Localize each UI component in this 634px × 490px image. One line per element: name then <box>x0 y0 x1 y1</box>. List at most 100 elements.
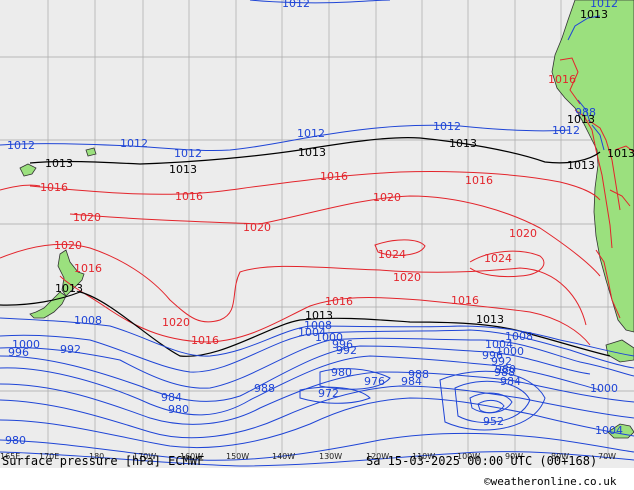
isobar-labels-red: 1016 1016 1016 1016 1016 1020 1020 1020 … <box>40 73 576 347</box>
isobar-label: 1008 <box>505 330 533 343</box>
longitude-label: 110W <box>412 452 435 461</box>
isobar-label: 1012 <box>590 0 618 10</box>
isobar-label: 984 <box>161 391 182 404</box>
isobar-label: 1013 <box>476 313 504 326</box>
isobar-label: 1016 <box>320 170 348 183</box>
isobar-label: 1004 <box>595 424 623 437</box>
isobars-1013 <box>0 137 611 357</box>
isobar-label: 1016 <box>325 295 353 308</box>
valid-time: Sa 15-03-2025 00:00 UTC (00+168) <box>366 454 597 468</box>
fiji-land <box>85 147 97 157</box>
isobar-label: 1004 <box>298 326 326 339</box>
isobar-1024-left <box>374 239 426 256</box>
isobar-label: 1012 <box>552 124 580 137</box>
isobar-992 <box>0 355 601 416</box>
isobar-label: 1013 <box>169 163 197 176</box>
map-title: Surface pressure [hPa] ECMWF <box>2 454 204 468</box>
isobar-label: 1016 <box>465 174 493 187</box>
isobar-low-center-3 <box>454 380 531 423</box>
isobar-label: 1008 <box>74 314 102 327</box>
longitude-label: 120W <box>366 452 389 461</box>
isobar-label: 1020 <box>509 227 537 240</box>
isobar-labels-1013: 1013 1013 1013 1013 1013 1013 1013 1013 … <box>45 8 634 326</box>
isobar-label: 1012 <box>174 147 202 160</box>
isobar-976 <box>319 368 391 390</box>
isobar-1016-north <box>29 170 601 201</box>
isobar-label: 1013 <box>567 159 595 172</box>
longitude-label: 100W <box>457 452 480 461</box>
new-zealand-south-island-land <box>29 291 67 319</box>
isobar-label: 1016 <box>74 262 102 275</box>
isobar-label: 1013 <box>298 146 326 159</box>
longitude-label: 170E <box>39 452 59 461</box>
longitude-axis: 165E 170E 180 170W 160W 150W 140W 130W 1… <box>0 452 616 461</box>
isobar-1020-inner <box>0 243 587 326</box>
isobar-label: 1024 <box>378 248 406 261</box>
isobar-label: 1020 <box>393 271 421 284</box>
isobar-label: 1013 <box>55 282 83 295</box>
isobar-labels-blue: 1012 1012 1012 1012 1012 1012 1012 1012 … <box>5 0 623 447</box>
isobar-label: 1016 <box>175 190 203 203</box>
isobar-1012-top <box>249 0 391 4</box>
isobar-label: 1016 <box>548 73 576 86</box>
isobar-label: 1013 <box>567 113 595 126</box>
isobar-label: 1016 <box>191 334 219 347</box>
isobar-low-south-2 <box>0 451 634 467</box>
isobar-label: 1000 <box>496 345 524 358</box>
isobar-label: 1013 <box>607 147 634 160</box>
isobar-label: 1004 <box>485 338 513 351</box>
new-zealand-north-island-land <box>57 249 85 297</box>
isobar-label: 1000 <box>12 338 40 351</box>
longitude-label: 130W <box>319 452 342 461</box>
isobar-984 <box>0 385 634 439</box>
isobar-1024-right <box>469 250 545 278</box>
isobar-1020-north <box>69 195 601 277</box>
isobar-1013-north <box>29 137 601 165</box>
longitude-label: 165E <box>0 452 20 461</box>
isobar-label: 1013 <box>580 8 608 21</box>
longitude-label: 80W <box>551 452 569 461</box>
south-america-land <box>551 0 634 333</box>
graticule <box>0 0 634 455</box>
isobar-label: 1000 <box>315 331 343 344</box>
isobar-label: 980 <box>5 434 26 447</box>
isobar-1013-south <box>0 291 611 357</box>
isobar-label: 976 <box>364 375 385 388</box>
isobar-996 <box>0 345 591 402</box>
ocean-background <box>0 0 634 468</box>
isobar-label: 996 <box>332 338 353 351</box>
isobar-label: 988 <box>254 382 275 395</box>
longitude-label: 160W <box>180 452 203 461</box>
isobar-label: 992 <box>60 343 81 356</box>
isobar-label: 1020 <box>54 239 82 252</box>
isobar-label: 1012 <box>433 120 461 133</box>
isobar-label: 1020 <box>73 211 101 224</box>
isobar-label: 992 <box>491 355 512 368</box>
isobar-label: 952 <box>483 415 504 428</box>
isobar-label: 992 <box>336 344 357 357</box>
isobar-label: 1012 <box>120 137 148 150</box>
credit-link[interactable]: ©weatheronline.co.uk <box>484 475 617 488</box>
isobar-label: 996 <box>8 346 29 359</box>
isobar-1004 <box>0 329 634 373</box>
isobar-label: 988 <box>575 106 596 119</box>
isobar-label: 1020 <box>162 316 190 329</box>
isobars-low <box>0 0 634 467</box>
new-caledonia-land <box>19 163 37 177</box>
terrain-contours <box>559 57 634 319</box>
isobar-label: 984 <box>401 375 422 388</box>
footer-band <box>0 468 634 490</box>
isobar-label: 1013 <box>449 137 477 150</box>
isobar-label: 988 <box>408 368 429 381</box>
isobar-low-south-1 <box>0 432 634 461</box>
isobar-label: 984 <box>500 375 521 388</box>
isobar-label: 1012 <box>282 0 310 10</box>
isobar-label: 1024 <box>484 252 512 265</box>
isobar-low-center-2 <box>477 399 505 414</box>
isobar-label: 996 <box>482 349 503 362</box>
isobar-label: 980 <box>495 363 516 376</box>
isobar-label: 1000 <box>590 382 618 395</box>
terrain-blue-contours <box>567 15 605 151</box>
isobar-980 <box>0 397 634 449</box>
isobar-1016-west <box>0 184 41 191</box>
